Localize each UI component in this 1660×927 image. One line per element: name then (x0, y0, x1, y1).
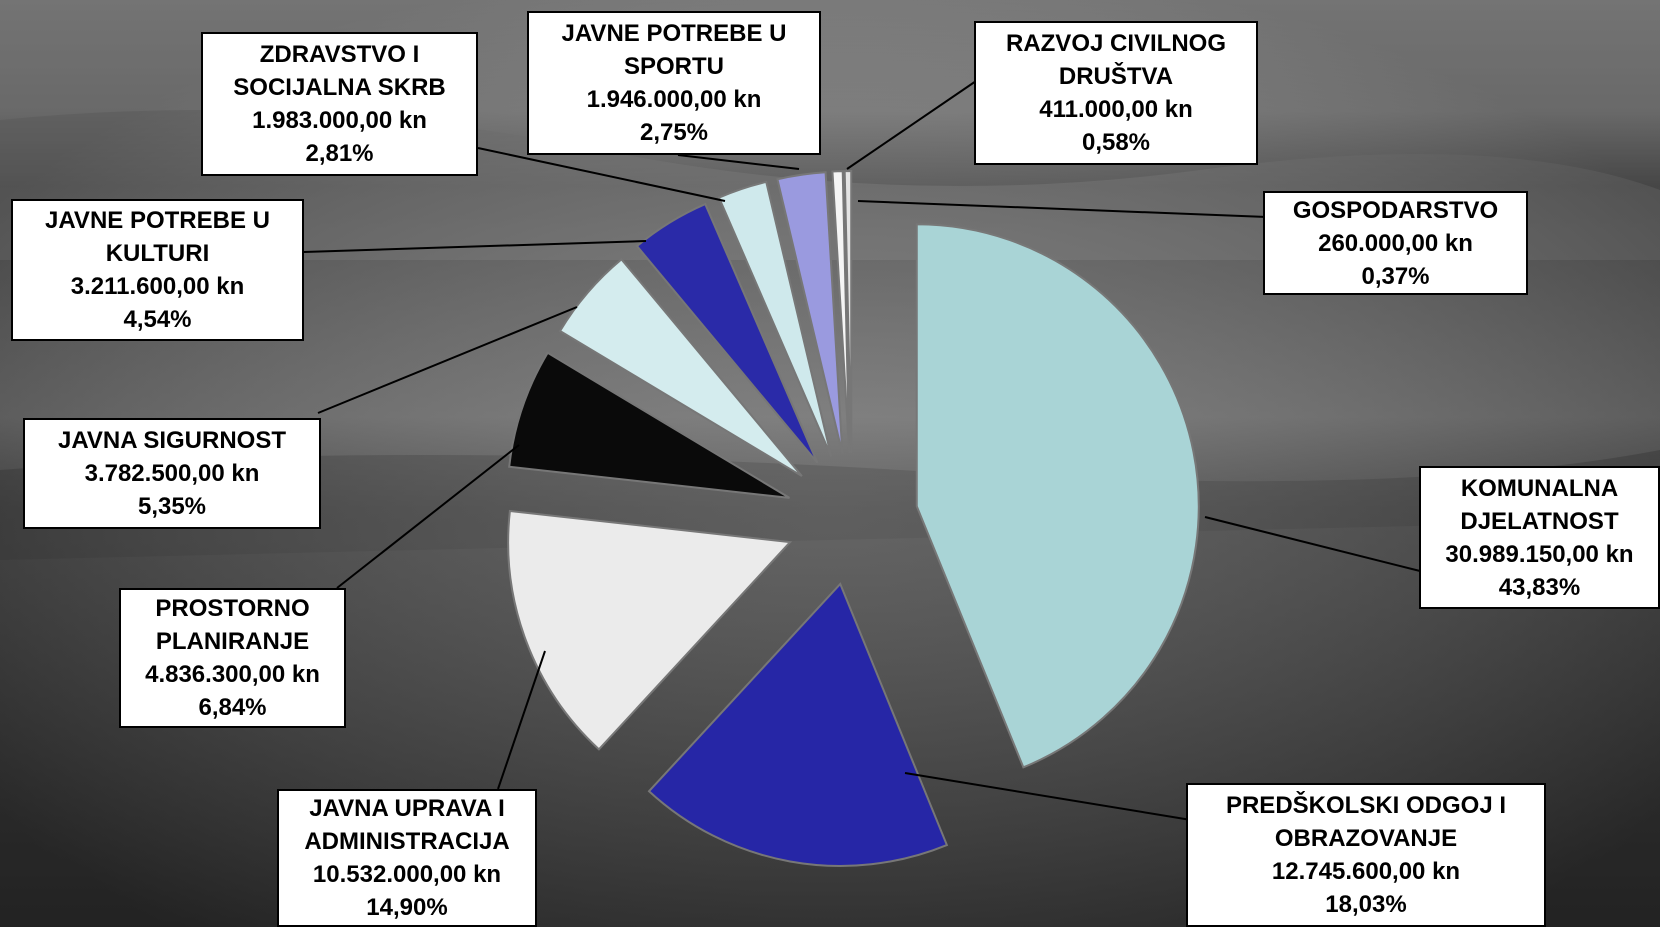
page: KOMUNALNA DJELATNOST30.989.150,00 kn43,8… (0, 0, 1660, 927)
percent-label: 0,58% (976, 126, 1256, 159)
category-name: RAZVOJ CIVILNOG DRUŠTVA (976, 27, 1256, 93)
category-name: GOSPODARSTVO (1265, 194, 1526, 227)
amount-label: 3.782.500,00 kn (25, 457, 319, 490)
amount-label: 3.211.600,00 kn (13, 270, 302, 303)
amount-label: 1.946.000,00 kn (529, 83, 819, 116)
amount-label: 10.532.000,00 kn (279, 858, 535, 891)
percent-label: 2,81% (203, 137, 476, 170)
category-name: JAVNA UPRAVA I ADMINISTRACIJA (279, 792, 535, 858)
category-name: ZDRAVSTVO I SOCIJALNA SKRB (203, 38, 476, 104)
category-name: KOMUNALNA DJELATNOST (1421, 472, 1658, 538)
percent-label: 43,83% (1421, 571, 1658, 604)
category-name: JAVNA SIGURNOST (25, 424, 319, 457)
percent-label: 4,54% (13, 303, 302, 336)
amount-label: 260.000,00 kn (1265, 227, 1526, 260)
percent-label: 5,35% (25, 490, 319, 523)
amount-label: 12.745.600,00 kn (1188, 855, 1544, 888)
percent-label: 2,75% (529, 116, 819, 149)
amount-label: 30.989.150,00 kn (1421, 538, 1658, 571)
category-name: PREDŠKOLSKI ODGOJ I OBRAZOVANJE (1188, 789, 1544, 855)
percent-label: 14,90% (279, 891, 535, 924)
amount-label: 4.836.300,00 kn (121, 658, 344, 691)
amount-label: 411.000,00 kn (976, 93, 1256, 126)
amount-label: 1.983.000,00 kn (203, 104, 476, 137)
percent-label: 0,37% (1265, 260, 1526, 293)
percent-label: 18,03% (1188, 888, 1544, 921)
category-name: PROSTORNO PLANIRANJE (121, 592, 344, 658)
percent-label: 6,84% (121, 691, 344, 724)
category-name: JAVNE POTREBE U SPORTU (529, 17, 819, 83)
category-name: JAVNE POTREBE U KULTURI (13, 204, 302, 270)
